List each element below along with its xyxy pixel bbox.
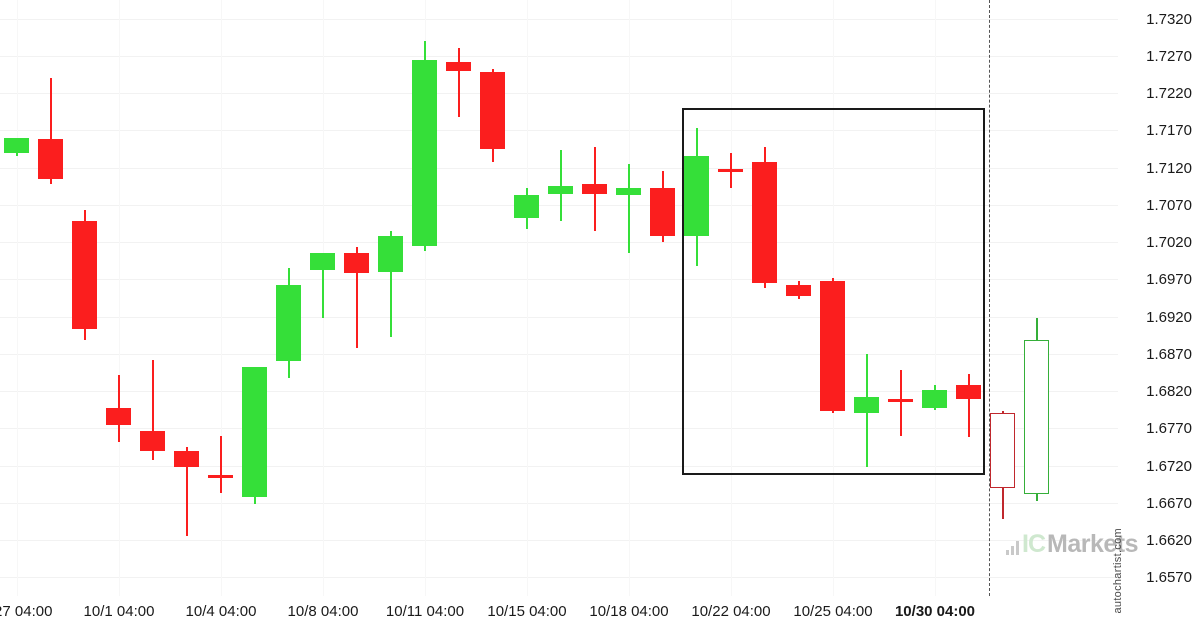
candle-body [242, 367, 267, 497]
candle-body [1024, 340, 1049, 494]
x-axis: 9/27 04:00 10/1 04:00 10/4 04:00 10/8 04:00… [0, 596, 1118, 630]
candle-body [718, 169, 743, 173]
gridline-horizontal [0, 130, 1118, 131]
candle-body [378, 236, 403, 272]
candle-body [344, 253, 369, 274]
candle-wick [322, 253, 324, 319]
gridline-horizontal [0, 93, 1118, 94]
x-axis-tick-label: 10/11 04:00 [385, 603, 465, 620]
candle-body [650, 188, 675, 237]
candle-wick [152, 359, 154, 461]
candle-body [990, 413, 1015, 488]
candle-body [412, 59, 437, 246]
candle-body [820, 280, 845, 412]
candle-body [72, 221, 97, 330]
candle-body [4, 137, 29, 153]
candle-body [888, 398, 913, 402]
candle-wick [968, 373, 970, 438]
candle-wick [186, 447, 188, 537]
y-axis-tick-label: 1.7320 [1146, 10, 1192, 28]
y-axis-tick-label: 1.6570 [1146, 569, 1192, 587]
candle-wick [900, 370, 902, 436]
gridline-horizontal [0, 540, 1118, 541]
y-axis-tick-label: 1.7170 [1146, 122, 1192, 140]
candle-body [514, 195, 539, 219]
candle-body [106, 408, 131, 425]
y-axis-tick-label: 1.7070 [1146, 196, 1192, 214]
candle-body [174, 450, 199, 468]
gridline-vertical [629, 0, 630, 596]
candle-body [582, 184, 607, 194]
y-axis-tick-label: 1.6720 [1146, 457, 1192, 475]
candle-wick [560, 150, 562, 222]
candle-body [616, 188, 641, 196]
y-axis-tick-label: 1.6820 [1146, 383, 1192, 401]
gridline-vertical [731, 0, 732, 596]
x-axis-tick-label: 10/4 04:00 [185, 603, 257, 620]
gridline-horizontal [0, 242, 1118, 243]
gridline-horizontal [0, 279, 1118, 280]
candle-body [752, 161, 777, 284]
x-axis-tick-label-current: 10/30 04:00 [894, 603, 976, 620]
candle-wick [390, 230, 392, 337]
y-axis-tick-label: 1.7020 [1146, 234, 1192, 252]
candle-wick [458, 48, 460, 117]
gridline-vertical [935, 0, 936, 596]
gridline-horizontal [0, 466, 1118, 467]
gridline-vertical [221, 0, 222, 596]
gridline-vertical [425, 0, 426, 596]
y-axis-tick-label: 1.6920 [1146, 308, 1192, 326]
x-axis-tick-label: 10/1 04:00 [83, 603, 155, 620]
candle-wick [50, 78, 52, 184]
candle-body [310, 253, 335, 271]
x-axis-tick-label: 10/15 04:00 [487, 603, 567, 620]
x-axis-tick-label: 10/25 04:00 [793, 603, 873, 620]
gridline-vertical [17, 0, 18, 596]
candle-body [854, 397, 879, 414]
y-axis-tick-label: 1.6670 [1146, 494, 1192, 512]
gridline-horizontal [0, 577, 1118, 578]
gridline-horizontal [0, 168, 1118, 169]
candle-body [446, 61, 471, 71]
x-axis-tick-label: 10/8 04:00 [287, 603, 359, 620]
y-axis-tick-label: 1.6770 [1146, 420, 1192, 438]
candle-wick [356, 247, 358, 348]
gridline-horizontal [0, 428, 1118, 429]
candle-body [140, 430, 165, 451]
x-axis-tick-label: 9/27 04:00 [0, 603, 53, 620]
candle-body [38, 139, 63, 179]
candle-body [956, 385, 981, 399]
forecast-divider-line [989, 0, 990, 596]
y-axis-tick-label: 1.6620 [1146, 532, 1192, 550]
candle-body [684, 156, 709, 237]
y-axis: 1.7320 1.7270 1.7220 1.7170 1.7120 1.7070 1.70… [1118, 0, 1200, 596]
gridline-horizontal [0, 317, 1118, 318]
candle-wick [628, 163, 630, 254]
y-axis-tick-label: 1.7120 [1146, 159, 1192, 177]
y-axis-tick-label: 1.6970 [1146, 271, 1192, 289]
pattern-rectangle[interactable] [682, 108, 985, 475]
candle-body [922, 389, 947, 408]
gridline-horizontal [0, 354, 1118, 355]
gridline-vertical [527, 0, 528, 596]
y-axis-tick-label: 1.7220 [1146, 85, 1192, 103]
candle-body [276, 284, 301, 362]
candle-body [548, 186, 573, 194]
gridline-horizontal [0, 19, 1118, 20]
y-axis-tick-label: 1.7270 [1146, 47, 1192, 65]
candle-wick [220, 435, 222, 494]
y-axis-tick-label: 1.6870 [1146, 345, 1192, 363]
x-axis-tick-label: 10/22 04:00 [691, 603, 771, 620]
gridline-horizontal [0, 391, 1118, 392]
gridline-horizontal [0, 205, 1118, 206]
candle-body [208, 475, 233, 479]
plot-area [0, 0, 1118, 596]
gridline-vertical [119, 0, 120, 596]
x-axis-tick-label: 10/18 04:00 [589, 603, 669, 620]
gridline-horizontal [0, 56, 1118, 57]
gridline-horizontal [0, 503, 1118, 504]
candle-body [480, 72, 505, 149]
candle-body [786, 285, 811, 296]
